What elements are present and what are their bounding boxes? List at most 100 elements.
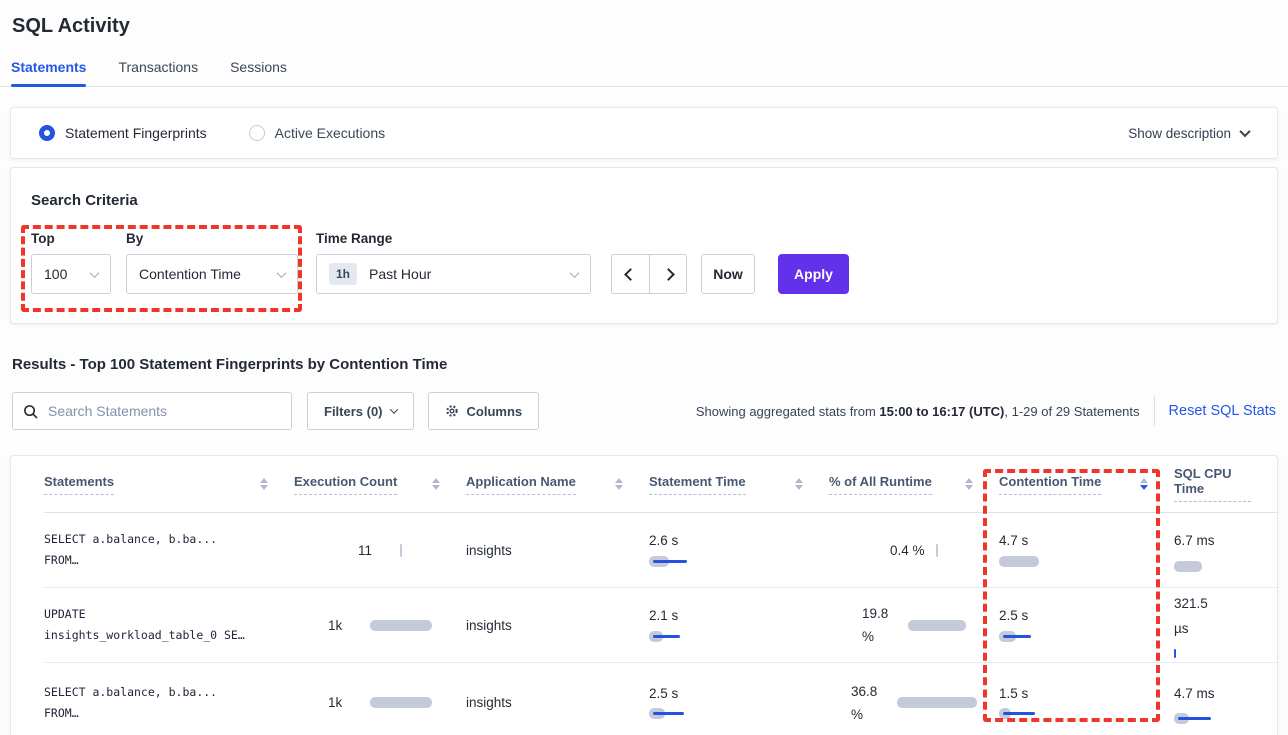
by-select[interactable]: Contention Time xyxy=(126,254,298,294)
tab-sessions[interactable]: Sessions xyxy=(230,59,287,75)
show-description-toggle[interactable]: Show description xyxy=(1128,125,1251,141)
next-time-button[interactable] xyxy=(649,255,686,293)
contention-time-bar xyxy=(999,630,1119,642)
sql-cpu-time-bar xyxy=(1174,648,1277,660)
statement-time-bar xyxy=(649,708,769,720)
search-criteria-card: Search Criteria Top 100 By Contention Ti… xyxy=(10,167,1278,324)
filters-button[interactable]: Filters (0) xyxy=(307,392,414,430)
tab-bar: Statements Transactions Sessions xyxy=(0,59,1288,87)
by-field: By Contention Time xyxy=(126,231,298,294)
chevron-down-icon xyxy=(276,267,287,278)
stats-area: Showing aggregated stats from 15:00 to 1… xyxy=(696,396,1278,426)
table-row[interactable]: UPDATE insights_workload_table_0 SE… 1k … xyxy=(44,588,1277,663)
criteria-row: Top 100 By Contention Time Time Range 1h… xyxy=(31,231,1277,294)
results-controls-row: Filters (0) Columns Showing aggregated s… xyxy=(12,392,1278,430)
contention-time-cell: 4.7 s xyxy=(999,513,1174,587)
columns-button[interactable]: Columns xyxy=(427,392,540,430)
sort-icon[interactable] xyxy=(260,478,268,490)
radio-label: Statement Fingerprints xyxy=(65,125,207,141)
statement-time-bar xyxy=(649,630,769,642)
view-toggle-card: Statement Fingerprints Active Executions… xyxy=(10,107,1278,159)
columns-label: Columns xyxy=(466,403,523,419)
contention-time-bar xyxy=(999,555,1119,567)
top-select-value: 100 xyxy=(44,266,68,282)
sql-cpu-time-cell: 6.7 ms xyxy=(1174,513,1277,587)
time-range-field: Time Range 1h Past Hour xyxy=(316,231,591,294)
tab-statements[interactable]: Statements xyxy=(11,59,87,87)
sort-icon[interactable] xyxy=(795,478,803,490)
page-header: SQL Activity xyxy=(0,0,1288,38)
time-range-select[interactable]: 1h Past Hour xyxy=(316,254,591,294)
chevron-down-icon xyxy=(1239,125,1251,138)
page-title: SQL Activity xyxy=(12,15,130,37)
application-name-cell: insights xyxy=(466,695,512,710)
time-range-label: Time Range xyxy=(316,231,393,246)
column-header-application-name[interactable]: Application Name xyxy=(466,474,649,495)
execution-count-cell: 1k xyxy=(294,588,466,662)
pct-runtime-cell: 0.4 % xyxy=(829,513,999,587)
sort-icon-active-desc[interactable] xyxy=(1140,478,1148,490)
column-header-sql-cpu-time[interactable]: SQL CPU Time xyxy=(1174,466,1277,502)
application-name-cell: insights xyxy=(466,542,512,558)
application-name-cell: insights xyxy=(466,617,512,633)
sql-cpu-time-bar xyxy=(1174,713,1277,725)
chevron-down-icon xyxy=(389,405,398,414)
chevron-right-icon xyxy=(661,267,675,281)
radio-active-executions[interactable]: Active Executions xyxy=(248,125,386,141)
pct-runtime-bar xyxy=(897,697,977,709)
pct-runtime-bar xyxy=(908,619,966,631)
now-button[interactable]: Now xyxy=(701,254,755,294)
results-heading: Results - Top 100 Statement Fingerprints… xyxy=(12,356,448,373)
search-statements-box[interactable] xyxy=(12,392,292,430)
filters-label: Filters (0) xyxy=(324,403,383,419)
vertical-divider xyxy=(1153,396,1155,426)
pct-runtime-bar xyxy=(936,543,938,557)
pct-runtime-cell: 36.8 % xyxy=(829,663,999,735)
radio-label: Active Executions xyxy=(274,125,386,141)
contention-time-bar xyxy=(999,708,1119,720)
sql-cpu-time-cell: 321.5 µs xyxy=(1174,588,1277,662)
column-header-contention-time[interactable]: Contention Time xyxy=(999,474,1174,495)
table-row[interactable]: SELECT a.balance, b.ba... FROM… 11 insig… xyxy=(44,513,1277,588)
table-row[interactable]: SELECT a.balance, b.ba... FROM… 1k insig… xyxy=(44,663,1277,735)
top-select[interactable]: 100 xyxy=(31,254,111,294)
apply-button[interactable]: Apply xyxy=(778,254,849,294)
search-statements-input[interactable] xyxy=(46,402,276,420)
reset-sql-stats-link[interactable]: Reset SQL Stats xyxy=(1168,403,1276,419)
column-header-statement-time[interactable]: Statement Time xyxy=(649,474,829,495)
execution-count-cell: 11 xyxy=(294,513,466,587)
show-description-label: Show description xyxy=(1128,125,1231,141)
statement-cell[interactable]: UPDATE insights_workload_table_0 SE… xyxy=(44,607,245,642)
tab-transactions[interactable]: Transactions xyxy=(118,59,199,75)
radio-statement-fingerprints[interactable]: Statement Fingerprints xyxy=(39,125,207,141)
radio-selected-icon[interactable] xyxy=(39,125,55,141)
search-criteria-title: Search Criteria xyxy=(31,192,138,209)
top-field: Top 100 xyxy=(31,231,111,294)
chevron-down-icon xyxy=(569,267,580,278)
execution-count-bar xyxy=(370,619,432,631)
by-select-value: Contention Time xyxy=(139,266,241,282)
statement-time-cell: 2.5 s xyxy=(649,663,829,735)
contention-time-cell: 1.5 s xyxy=(999,663,1174,735)
table-header-row: Statements Execution Count Application N… xyxy=(44,456,1277,513)
statements-table: Statements Execution Count Application N… xyxy=(10,455,1278,735)
top-label: Top xyxy=(31,231,55,246)
sql-cpu-time-cell: 4.7 ms xyxy=(1174,663,1277,735)
statement-time-bar xyxy=(649,555,769,567)
column-header-statements[interactable]: Statements xyxy=(44,474,294,495)
by-label: By xyxy=(126,231,144,246)
column-header-execution-count[interactable]: Execution Count xyxy=(294,474,466,495)
sort-icon[interactable] xyxy=(432,478,440,490)
sort-icon[interactable] xyxy=(615,478,623,490)
statement-cell[interactable]: SELECT a.balance, b.ba... FROM… xyxy=(44,684,218,720)
statement-time-cell: 2.1 s xyxy=(649,588,829,662)
radio-unselected-icon[interactable] xyxy=(248,125,265,141)
chevron-left-icon xyxy=(624,267,637,281)
execution-count-cell: 1k xyxy=(294,663,466,735)
sql-cpu-time-bar xyxy=(1174,560,1277,572)
previous-time-button[interactable] xyxy=(612,255,649,293)
statement-cell[interactable]: SELECT a.balance, b.ba... FROM… xyxy=(44,532,218,567)
sort-icon[interactable] xyxy=(965,478,973,490)
column-header-pct-runtime[interactable]: % of All Runtime xyxy=(829,474,999,495)
